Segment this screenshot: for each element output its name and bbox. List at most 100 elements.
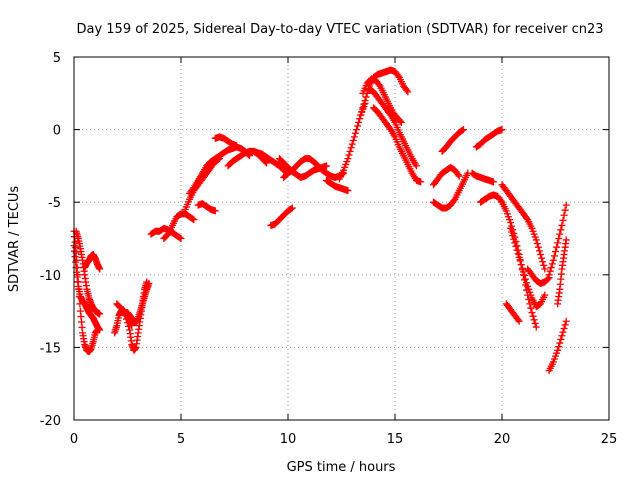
data-point	[375, 81, 383, 89]
data-point	[344, 155, 352, 163]
data-point	[559, 216, 567, 224]
data-point	[526, 300, 534, 308]
x-tick-label: 20	[494, 432, 511, 447]
series-arc-ah	[524, 265, 553, 288]
data-point	[357, 111, 365, 119]
data-point	[513, 246, 521, 254]
data-point	[525, 295, 533, 303]
data-point	[556, 339, 564, 347]
data-point	[450, 197, 458, 205]
y-tick-label: 0	[53, 124, 61, 139]
data-point	[547, 264, 555, 272]
series-arc-z	[430, 163, 463, 189]
data-point	[561, 321, 569, 329]
data-point	[558, 332, 566, 340]
data-point	[553, 243, 561, 251]
y-tick-label: -10	[40, 269, 61, 284]
data-point	[508, 228, 516, 236]
data-point	[555, 235, 563, 242]
data-point	[550, 252, 558, 260]
data-point	[360, 100, 368, 108]
series-arc-l	[194, 200, 219, 215]
data-point	[359, 104, 367, 112]
data-point	[356, 115, 364, 123]
y-tick-label: -5	[48, 196, 61, 211]
data-point	[523, 214, 531, 222]
data-point	[145, 280, 153, 288]
series-arc-ae	[498, 181, 549, 273]
y-tick-label: -20	[40, 414, 61, 429]
series-arc-ab	[472, 126, 506, 151]
data-point	[96, 265, 104, 273]
data-point	[527, 304, 535, 312]
chart-title: Day 159 of 2025, Sidereal Day-to-day VTE…	[76, 22, 603, 37]
data-point	[417, 178, 425, 186]
data-point	[518, 264, 526, 272]
data-point	[511, 239, 519, 247]
data-point	[358, 107, 366, 115]
data-point	[125, 322, 133, 330]
data-point	[562, 317, 570, 325]
data-point	[532, 236, 540, 244]
data-point	[534, 243, 542, 251]
data-point	[189, 215, 197, 223]
grid	[74, 57, 609, 420]
data-point	[454, 171, 462, 179]
x-tick-label: 25	[601, 432, 618, 447]
data-point	[288, 204, 296, 212]
data-point	[549, 256, 557, 264]
data-point	[545, 271, 553, 279]
series-arc-h	[147, 224, 185, 242]
data-point	[535, 247, 543, 255]
data-point	[541, 291, 549, 299]
x-tick-label: 10	[280, 432, 297, 447]
data-point	[346, 147, 354, 155]
data-point	[459, 126, 467, 134]
data-point	[520, 272, 528, 280]
series-arc-g	[124, 280, 153, 327]
data-point	[394, 72, 402, 80]
plot-frame	[73, 56, 610, 421]
data-point	[404, 88, 412, 96]
data-point	[533, 240, 541, 248]
data-point	[458, 126, 466, 134]
data-point	[515, 317, 523, 325]
data-point	[544, 275, 552, 283]
data-point	[548, 260, 556, 268]
series-arc-p	[267, 204, 296, 229]
data-point	[124, 319, 131, 327]
data-point	[516, 257, 524, 265]
data-point	[528, 309, 536, 317]
series-arc-d	[81, 250, 104, 273]
series-arc-s	[323, 176, 352, 195]
data-point	[233, 142, 241, 150]
data-point	[176, 234, 184, 242]
data-point	[538, 254, 546, 262]
data-point	[355, 118, 363, 126]
data-point	[559, 328, 567, 336]
data-point	[507, 224, 515, 232]
x-axis-label: GPS time / hours	[287, 460, 396, 475]
data-point	[514, 250, 522, 258]
data-point	[531, 319, 539, 327]
data-point	[412, 162, 420, 170]
data-point	[523, 279, 531, 287]
data-point	[347, 144, 355, 152]
data-point	[556, 230, 564, 238]
data-point	[361, 97, 369, 105]
y-tick-label: 5	[53, 51, 61, 66]
data-point	[497, 197, 505, 205]
data-point	[211, 207, 219, 215]
data-point	[560, 211, 568, 219]
data-point	[562, 236, 570, 244]
data-point	[345, 151, 353, 159]
data-point	[349, 136, 357, 144]
data-point	[350, 133, 358, 141]
data-point	[541, 265, 549, 273]
data-point	[555, 343, 563, 351]
series-arc-af	[507, 224, 549, 311]
data-point	[323, 162, 331, 170]
series-arc-ac	[468, 169, 497, 186]
data-point	[512, 242, 520, 250]
data-point	[96, 310, 104, 318]
